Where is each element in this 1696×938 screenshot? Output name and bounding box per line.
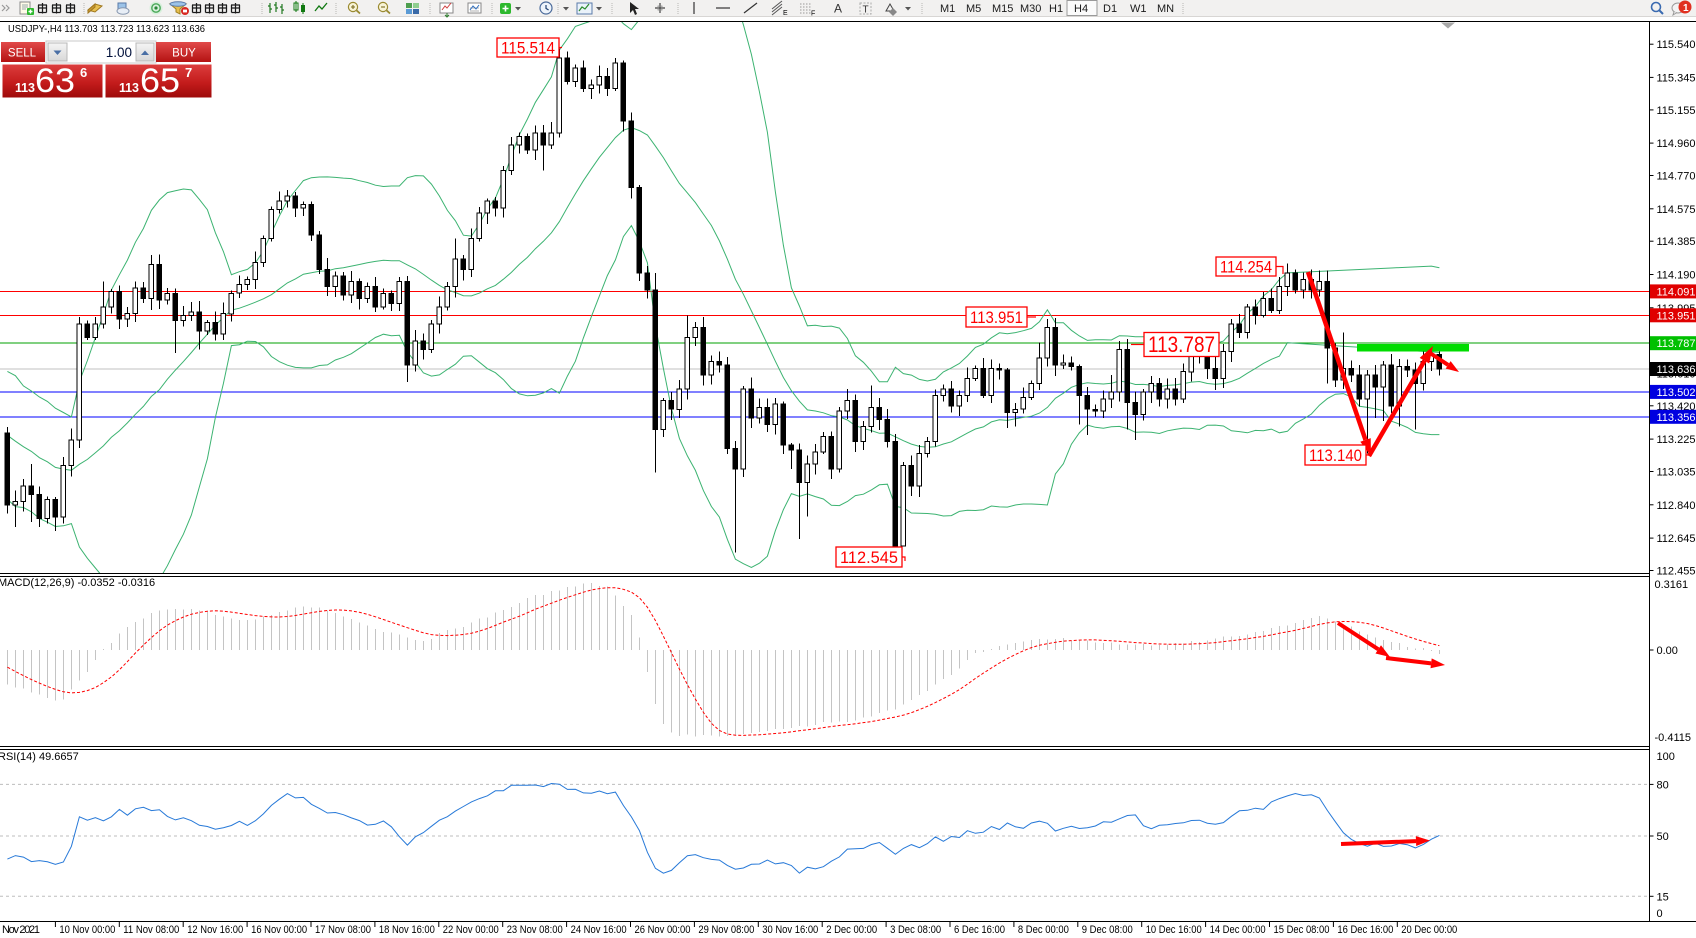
svg-text:113.636: 113.636 <box>1657 364 1696 376</box>
svg-text:113.787: 113.787 <box>1657 338 1696 350</box>
svg-text:8 Dec 00:00: 8 Dec 00:00 <box>1018 924 1069 936</box>
svg-text:113.225: 113.225 <box>1657 434 1696 446</box>
svg-text:0.3161: 0.3161 <box>1655 579 1689 591</box>
svg-text:114.254: 114.254 <box>1220 257 1272 276</box>
svg-text:113.951: 113.951 <box>970 308 1023 327</box>
svg-text:MACD(12,26,9) -0.0352 -0.0316: MACD(12,26,9) -0.0352 -0.0316 <box>0 577 155 589</box>
svg-text:114.575: 114.575 <box>1657 204 1696 216</box>
svg-text:113.951: 113.951 <box>1657 310 1696 322</box>
svg-text:E: E <box>783 10 788 17</box>
svg-text:17 Nov 08:00: 17 Nov 08:00 <box>315 924 371 936</box>
svg-text:F: F <box>811 11 815 18</box>
svg-text:63: 63 <box>35 62 75 100</box>
svg-text:15 Dec 08:00: 15 Dec 08:00 <box>1274 924 1330 936</box>
svg-text:7: 7 <box>185 65 192 80</box>
svg-text:50: 50 <box>1657 831 1669 843</box>
svg-text:9 Dec 08:00: 9 Dec 08:00 <box>1082 924 1133 936</box>
svg-text:BUY: BUY <box>172 48 196 60</box>
svg-text:D1: D1 <box>1103 3 1117 15</box>
svg-text:113: 113 <box>119 81 139 95</box>
svg-text:SELL: SELL <box>8 48 37 60</box>
svg-text:18 Nov 16:00: 18 Nov 16:00 <box>379 924 435 936</box>
svg-text:3 Dec 08:00: 3 Dec 08:00 <box>890 924 941 936</box>
svg-text:A: A <box>834 2 842 16</box>
svg-text:12 Nov 16:00: 12 Nov 16:00 <box>187 924 243 936</box>
svg-text:114.091: 114.091 <box>1657 286 1696 298</box>
svg-text:113.356: 113.356 <box>1657 412 1696 424</box>
svg-text:23 Nov 08:00: 23 Nov 08:00 <box>507 924 563 936</box>
svg-text:M5: M5 <box>966 3 981 15</box>
svg-text:113.035: 113.035 <box>1657 467 1696 479</box>
svg-text:80: 80 <box>1657 779 1669 791</box>
svg-text:1.00: 1.00 <box>106 45 132 60</box>
svg-text:113: 113 <box>15 81 35 95</box>
svg-text:0: 0 <box>1657 908 1663 920</box>
svg-text:10 Dec 16:00: 10 Dec 16:00 <box>1146 924 1202 936</box>
svg-text:112.545: 112.545 <box>840 548 898 567</box>
svg-text:15: 15 <box>1657 891 1669 903</box>
svg-text:16 Dec 16:00: 16 Dec 16:00 <box>1337 924 1393 936</box>
svg-text:MN: MN <box>1157 3 1174 15</box>
svg-text:114.770: 114.770 <box>1657 171 1696 183</box>
svg-text:20 Dec 00:00: 20 Dec 00:00 <box>1401 924 1457 936</box>
svg-text:113.787: 113.787 <box>1148 332 1215 357</box>
svg-text:0.00: 0.00 <box>1657 645 1678 657</box>
svg-text:-0.4115: -0.4115 <box>1655 732 1692 744</box>
svg-text:1: 1 <box>1683 3 1689 14</box>
svg-text:113.140: 113.140 <box>1309 446 1362 465</box>
svg-text:RSI(14) 49.6657: RSI(14) 49.6657 <box>0 751 79 763</box>
svg-text:115.540: 115.540 <box>1657 39 1696 51</box>
svg-text:USDJPY-,H4 113.703 113.723 11: USDJPY-,H4 113.703 113.723 113.623 113.6… <box>8 24 205 35</box>
svg-text:H4: H4 <box>1074 3 1088 15</box>
svg-text:11 Nov 08:00: 11 Nov 08:00 <box>123 924 179 936</box>
svg-text:26 Nov 00:00: 26 Nov 00:00 <box>635 924 691 936</box>
svg-text:114.960: 114.960 <box>1657 138 1696 150</box>
svg-text:M1: M1 <box>940 3 955 15</box>
svg-text:115.155: 115.155 <box>1657 105 1696 117</box>
svg-text:113.502: 113.502 <box>1657 387 1696 399</box>
svg-text:30 Nov 16:00: 30 Nov 16:00 <box>762 924 818 936</box>
svg-text:114.190: 114.190 <box>1657 270 1696 282</box>
svg-text:22 Nov 00:00: 22 Nov 00:00 <box>443 924 499 936</box>
svg-text:112.455: 112.455 <box>1657 566 1696 578</box>
svg-text:14 Dec 00:00: 14 Dec 00:00 <box>1210 924 1266 936</box>
svg-text:112.840: 112.840 <box>1657 500 1696 512</box>
svg-text:10 Nov 00:00: 10 Nov 00:00 <box>59 924 115 936</box>
svg-text:M30: M30 <box>1020 3 1041 15</box>
svg-text:M15: M15 <box>992 3 1013 15</box>
svg-text:65: 65 <box>140 62 180 100</box>
svg-text:114.385: 114.385 <box>1657 236 1696 248</box>
svg-text:24 Nov 16:00: 24 Nov 16:00 <box>571 924 627 936</box>
svg-text:115.345: 115.345 <box>1657 72 1696 84</box>
svg-text:115.514: 115.514 <box>501 39 555 58</box>
svg-text:100: 100 <box>1657 751 1675 763</box>
svg-text:16 Nov 00:00: 16 Nov 00:00 <box>251 924 307 936</box>
svg-text:2 Dec 00:00: 2 Dec 00:00 <box>826 924 877 936</box>
svg-text:29 Nov 08:00: 29 Nov 08:00 <box>698 924 754 936</box>
svg-text:T: T <box>863 5 869 16</box>
svg-text:H1: H1 <box>1049 3 1063 15</box>
svg-text:Nov 2021: Nov 2021 <box>2 924 40 936</box>
svg-text:112.645: 112.645 <box>1657 533 1696 545</box>
svg-text:6: 6 <box>80 65 87 80</box>
svg-text:6 Dec 16:00: 6 Dec 16:00 <box>954 924 1005 936</box>
svg-text:W1: W1 <box>1130 3 1147 15</box>
